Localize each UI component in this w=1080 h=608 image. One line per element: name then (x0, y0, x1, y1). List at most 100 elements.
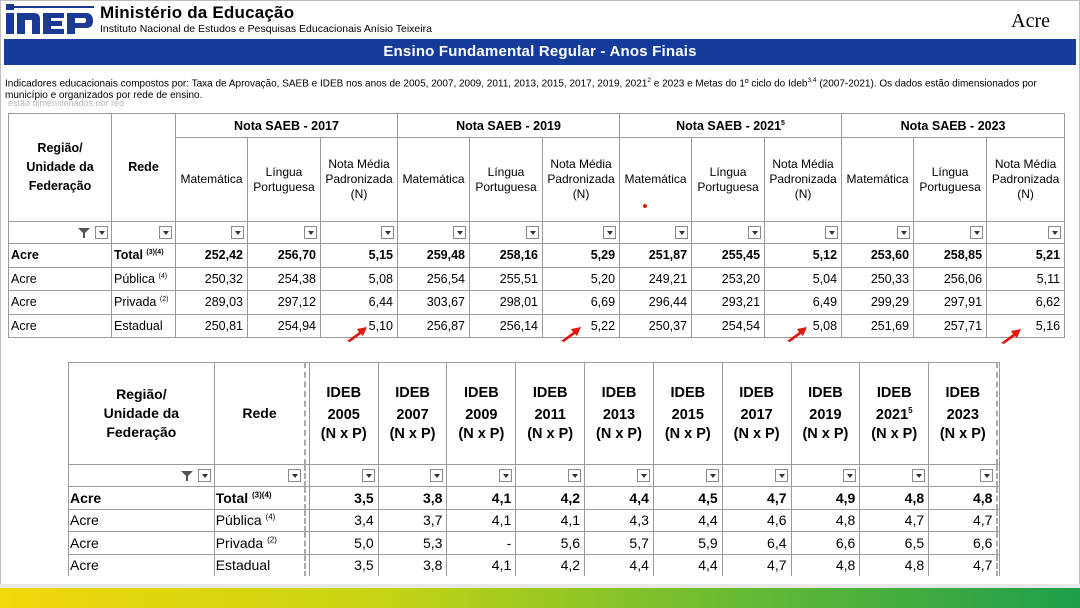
value-cell: 258,85 (913, 243, 988, 268)
column-filter[interactable] (8, 221, 112, 244)
dropdown-arrow-icon[interactable] (95, 226, 108, 239)
column-filter[interactable] (175, 221, 248, 244)
value-cell: 250,32 (175, 266, 248, 291)
column-filter[interactable] (619, 221, 693, 244)
value-cell: 5,29 (542, 243, 621, 268)
saeb-group-2023: Nota SAEB - 2023 (841, 113, 1066, 138)
value-cell: 256,70 (247, 243, 321, 268)
value-cell: 5,08 (319, 266, 399, 291)
column-filter[interactable] (213, 464, 306, 487)
column-filter[interactable] (542, 221, 621, 244)
dropdown-arrow-icon[interactable] (430, 469, 444, 482)
dropdown-arrow-icon[interactable] (912, 469, 926, 482)
dropdown-arrow-icon[interactable] (843, 469, 857, 482)
dropdown-arrow-icon[interactable] (304, 226, 317, 239)
value-cell: 3,5 (308, 486, 379, 510)
table-row: Acre Privada (2) 289,03 297,12 6,44 303,67 298… (8, 290, 1066, 315)
ideb-table: Região/Unidade da Federação Rede IDEB 2005… (68, 362, 1000, 576)
dropdown-arrow-icon[interactable] (603, 226, 617, 239)
column-filter[interactable] (790, 464, 861, 487)
rede-cell: Pública (4) (213, 508, 306, 532)
value-cell: 5,12 (764, 243, 843, 268)
dropdown-arrow-icon[interactable] (705, 469, 719, 482)
value-cell: 5,16 (986, 313, 1066, 338)
value-cell: 289,03 (175, 290, 248, 315)
column-filter[interactable] (652, 464, 723, 487)
filter-funnel-icon[interactable] (77, 226, 91, 239)
value-cell: 3,8 (377, 553, 448, 576)
value-cell: 6,62 (986, 290, 1066, 315)
column-filter[interactable] (764, 221, 843, 244)
saeb-group-2021: Nota SAEB - 20215 (619, 113, 843, 138)
column-filter[interactable] (308, 464, 379, 487)
value-cell: - (446, 531, 517, 555)
column-filter[interactable] (913, 221, 988, 244)
dropdown-arrow-icon[interactable] (361, 469, 375, 482)
column-filter[interactable] (446, 464, 517, 487)
column-filter[interactable] (377, 464, 448, 487)
col-header-lingua-portuguesa: Língua Portuguesa (691, 137, 766, 222)
dropdown-arrow-icon[interactable] (159, 226, 172, 239)
column-filter[interactable] (397, 221, 471, 244)
dropdown-arrow-icon[interactable] (675, 226, 689, 239)
column-filter[interactable] (247, 221, 321, 244)
dropdown-arrow-icon[interactable] (636, 469, 650, 482)
dropdown-arrow-icon[interactable] (825, 226, 839, 239)
value-cell: 293,21 (691, 290, 766, 315)
dropdown-arrow-icon[interactable] (526, 226, 540, 239)
column-filter[interactable] (469, 221, 544, 244)
value-cell: 4,6 (721, 508, 792, 532)
value-cell: 6,69 (542, 290, 621, 315)
dropdown-arrow-icon[interactable] (980, 469, 994, 482)
column-filter[interactable] (691, 221, 766, 244)
footer-divider (0, 584, 1080, 588)
value-cell: 6,49 (764, 290, 843, 315)
column-filter[interactable] (68, 464, 215, 487)
column-filter[interactable] (721, 464, 792, 487)
value-cell: 5,04 (764, 266, 843, 291)
value-cell: 249,21 (619, 266, 693, 291)
dropdown-arrow-icon[interactable] (897, 226, 911, 239)
column-filter[interactable] (859, 464, 930, 487)
column-filter[interactable] (928, 464, 998, 487)
column-filter[interactable] (111, 221, 176, 244)
region-cell: Acre (68, 531, 215, 555)
col-header-nota-media: Nota Média Padronizada (N) (764, 137, 843, 222)
value-cell: 255,51 (469, 266, 544, 291)
column-filter[interactable] (515, 464, 586, 487)
inep-logo (6, 4, 94, 34)
value-cell: 4,3 (584, 508, 654, 532)
dropdown-arrow-icon[interactable] (381, 226, 395, 239)
dropdown-arrow-icon[interactable] (499, 469, 513, 482)
region-header: Região/Unidade da Federação (8, 113, 112, 222)
value-cell: 256,54 (397, 266, 471, 291)
column-separator (996, 464, 1000, 487)
value-cell: 4,8 (790, 553, 861, 576)
dropdown-arrow-icon[interactable] (970, 226, 984, 239)
ideb-table-container: Região/Unidade da Federação Rede IDEB 2005… (68, 362, 1000, 576)
column-filter[interactable] (319, 221, 399, 244)
col-header-matematica: Matemática (841, 137, 915, 222)
ideb-year-header: IDEB 2009 (N x P) (446, 362, 517, 465)
column-filter[interactable] (841, 221, 915, 244)
dropdown-arrow-icon[interactable] (1048, 226, 1062, 239)
ideb-year-header: IDEB 2013 (N x P) (584, 362, 654, 465)
dropdown-arrow-icon[interactable] (453, 226, 467, 239)
dropdown-arrow-icon[interactable] (568, 469, 582, 482)
value-cell: 251,87 (619, 243, 693, 268)
filter-funnel-icon[interactable] (180, 469, 194, 482)
column-filter[interactable] (584, 464, 654, 487)
dropdown-arrow-icon[interactable] (197, 469, 211, 482)
dropdown-arrow-icon[interactable] (231, 226, 244, 239)
value-cell: 4,1 (515, 508, 586, 532)
value-cell: 5,9 (652, 531, 723, 555)
dropdown-arrow-icon[interactable] (774, 469, 788, 482)
value-cell: 257,71 (913, 313, 988, 338)
column-filter[interactable] (986, 221, 1066, 244)
value-cell: 251,69 (841, 313, 915, 338)
value-cell: 253,60 (841, 243, 915, 268)
dropdown-arrow-icon[interactable] (748, 226, 762, 239)
value-cell: 5,21 (986, 243, 1066, 268)
dropdown-arrow-icon[interactable] (288, 469, 302, 482)
red-dot-mark (643, 204, 647, 208)
